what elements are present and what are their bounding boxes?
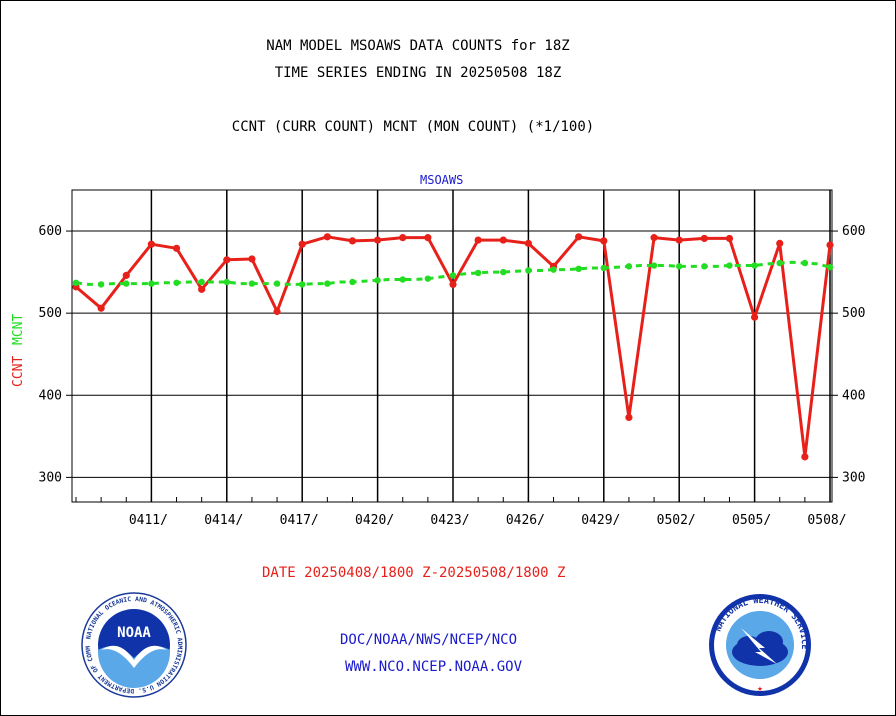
date-range-label: DATE 20250408/1800 Z-20250508/1800 Z	[262, 565, 566, 581]
y-axis-label-ccnt: CCNT	[11, 355, 26, 387]
noaa-logo-icon: NATIONAL OCEANIC AND ATMOSPHERIC ADMINIS…	[79, 590, 187, 698]
chart-title-line2: TIME SERIES ENDING IN 20250508 18Z	[274, 65, 562, 81]
url-credit[interactable]: WWW.NCO.NCEP.NOAA.GOV	[345, 659, 523, 675]
nws-star-icon: ★	[757, 684, 763, 694]
chart-title-line1: NAM MODEL MSOAWS DATA COUNTS for 18Z	[266, 38, 570, 54]
noaa-logo-name: NOAA	[117, 625, 151, 641]
nws-logo-icon: NATIONAL WEATHER SERVICE ★	[709, 594, 811, 696]
org-credit: DOC/NOAA/NWS/NCEP/NCO	[340, 632, 518, 648]
y-axis-label-mcnt: MCNT	[11, 313, 26, 345]
chart-subtitle: CCNT (CURR COUNT) MCNT (MON COUNT) (*1/1…	[231, 119, 595, 135]
plot-label: MSOAWS	[420, 173, 464, 187]
y-axis-label: CCNT MCNT	[5, 300, 35, 420]
